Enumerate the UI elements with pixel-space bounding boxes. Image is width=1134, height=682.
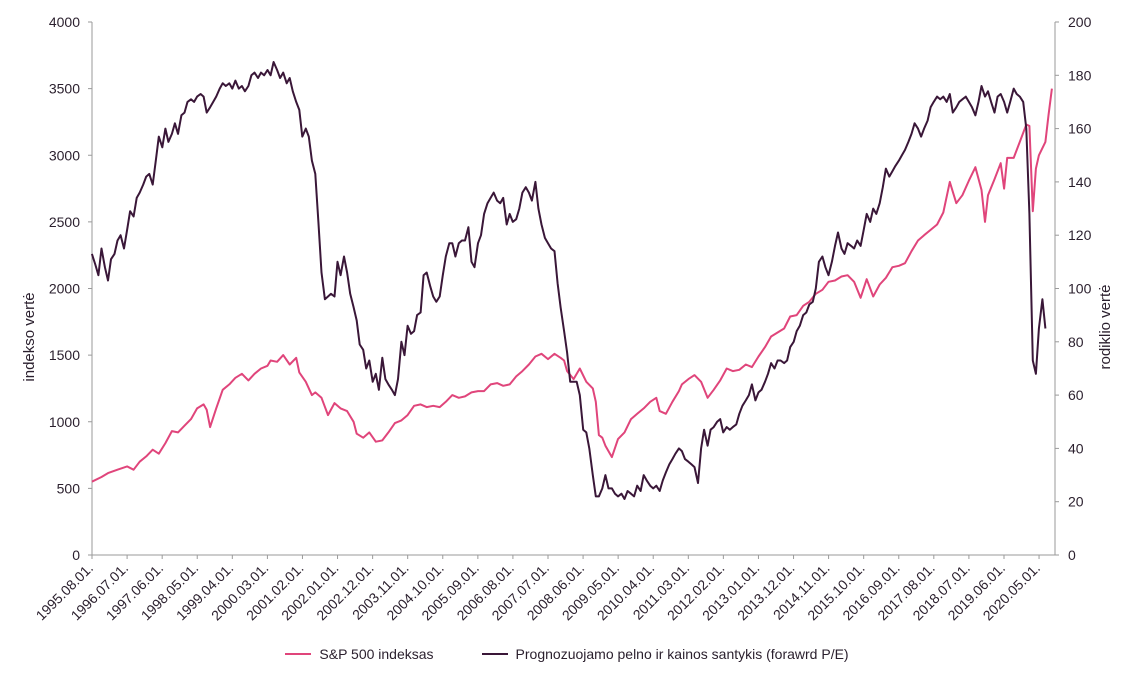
y-right-tick-label: 100	[1068, 281, 1092, 297]
y-right-tick-label: 200	[1068, 14, 1092, 30]
y-left-tick-label: 1500	[49, 347, 80, 363]
legend: S&P 500 indeksas Prognozuojamo pelno ir …	[0, 642, 1134, 666]
y-left-tick-label: 0	[72, 547, 80, 563]
y-left-axis-title: indekso vertė	[21, 292, 38, 381]
y-left-tick-label: 1000	[49, 414, 80, 430]
legend-label-sp500: S&P 500 indeksas	[319, 646, 434, 662]
series-layer	[90, 61, 1053, 500]
y-left-tick-label: 4000	[49, 14, 80, 30]
y-left-tick-label: 3500	[49, 81, 80, 97]
legend-swatch-sp500	[285, 653, 312, 655]
legend-label-pe: Prognozuojamo pelno ir kainos santykis (…	[515, 646, 849, 662]
y-left-tick-label: 2000	[49, 281, 80, 297]
y-right-tick-label: 120	[1068, 227, 1092, 243]
chart: 0 500 1000 1500 2000 2500 3000 3500 4000 0 20 40 60 8…	[21, 14, 1114, 623]
legend-swatch-pe	[481, 653, 508, 655]
series-line-forward-pe	[90, 61, 1047, 500]
y-right-axis-title: rodiklio vertė	[1097, 284, 1114, 369]
series-line-sp500	[91, 88, 1053, 483]
y-right-tick-label: 80	[1068, 334, 1084, 350]
y-right-tick-label: 20	[1068, 494, 1084, 510]
y-left-tick-label: 3000	[49, 147, 80, 163]
legend-item-pe: Prognozuojamo pelno ir kainos santykis (…	[481, 642, 849, 666]
y-left-tick-label: 2500	[49, 214, 80, 230]
y-right-tick-label: 180	[1068, 67, 1092, 83]
y-right-tick-label: 160	[1068, 121, 1092, 137]
y-left-tick-label: 500	[57, 480, 81, 496]
y-right-tick-label: 0	[1068, 547, 1076, 563]
y-right-tick-label: 60	[1068, 387, 1084, 403]
y-right-tick-label: 140	[1068, 174, 1092, 190]
legend-item-sp500: S&P 500 indeksas	[285, 642, 434, 666]
y-right-tick-label: 40	[1068, 440, 1084, 456]
